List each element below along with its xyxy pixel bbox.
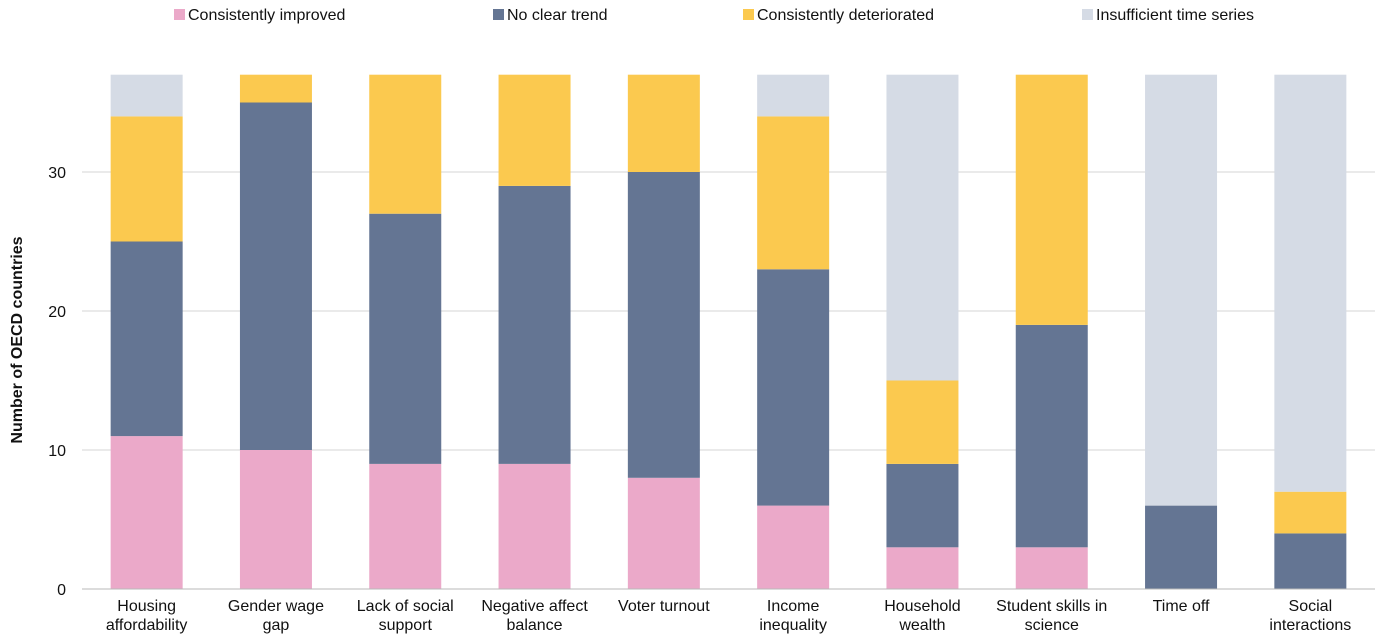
bar-segment — [757, 505, 830, 589]
bar-segment — [498, 463, 571, 589]
legend: Consistently improved No clear trend Consi… — [174, 7, 1254, 24]
x-category-label: Negative affect balance — [481, 598, 588, 634]
x-category-label: Social interactions — [1269, 598, 1351, 634]
bar-segment — [886, 463, 959, 548]
legend-label: Consistently improved — [188, 7, 345, 24]
legend-swatch — [493, 9, 504, 20]
bar-segment — [1145, 74, 1218, 506]
bar-segment — [757, 116, 830, 270]
bars — [110, 74, 1347, 589]
bar-segment — [627, 172, 700, 478]
bar-segment — [1015, 324, 1088, 548]
y-tick-label: 10 — [48, 443, 66, 460]
bar-segment — [110, 74, 183, 117]
x-category-label: Student skills in science — [996, 598, 1107, 634]
x-category-label: Time off — [1153, 598, 1210, 615]
bar-segment — [110, 116, 183, 242]
y-axis-title: Number of OECD countries — [9, 236, 26, 443]
legend-label: Insufficient time series — [1096, 7, 1254, 24]
bar-segment — [369, 213, 442, 464]
bar-segment — [757, 74, 830, 117]
x-category-label: Voter turnout — [618, 598, 710, 615]
legend-label: Consistently deteriorated — [757, 7, 934, 24]
bar-segment — [1274, 491, 1347, 534]
bar-segment — [239, 450, 312, 589]
bar-segment — [1015, 74, 1088, 325]
bar-segment — [886, 74, 959, 381]
bar-segment — [1274, 533, 1347, 589]
bar-segment — [757, 269, 830, 506]
y-tick-label: 30 — [48, 165, 66, 182]
y-tick-label: 20 — [48, 304, 66, 321]
bar-segment — [886, 547, 959, 589]
x-category-label: Gender wage gap — [228, 598, 324, 634]
bar-segment — [1015, 547, 1088, 589]
bar-segment — [498, 185, 571, 464]
bar-segment — [886, 380, 959, 464]
bar-segment — [498, 74, 571, 186]
legend-label: No clear trend — [507, 7, 608, 24]
y-tick-label: 0 — [57, 582, 66, 599]
bar-segment — [110, 241, 183, 437]
bar-segment — [627, 477, 700, 589]
legend-swatch — [174, 9, 185, 20]
x-category-label: Housing affordability — [106, 598, 188, 634]
x-category-label: Lack of social support — [357, 598, 454, 634]
bar-segment — [239, 102, 312, 450]
bar-segment — [1145, 505, 1218, 589]
x-axis-category-labels: Housing affordability Gender wage gap Lack o… — [106, 598, 1351, 634]
bar-segment — [1274, 74, 1347, 492]
x-category-label: Income inequality — [759, 598, 827, 634]
legend-swatch — [743, 9, 754, 20]
bar-segment — [110, 436, 183, 589]
bar-segment — [369, 463, 442, 589]
legend-swatch — [1082, 9, 1093, 20]
x-category-label: Household wealth — [884, 598, 961, 634]
bar-segment — [239, 74, 312, 103]
y-axis-ticks: 0 10 20 30 — [48, 165, 66, 599]
bar-segment — [627, 74, 700, 172]
bar-segment — [369, 74, 442, 214]
